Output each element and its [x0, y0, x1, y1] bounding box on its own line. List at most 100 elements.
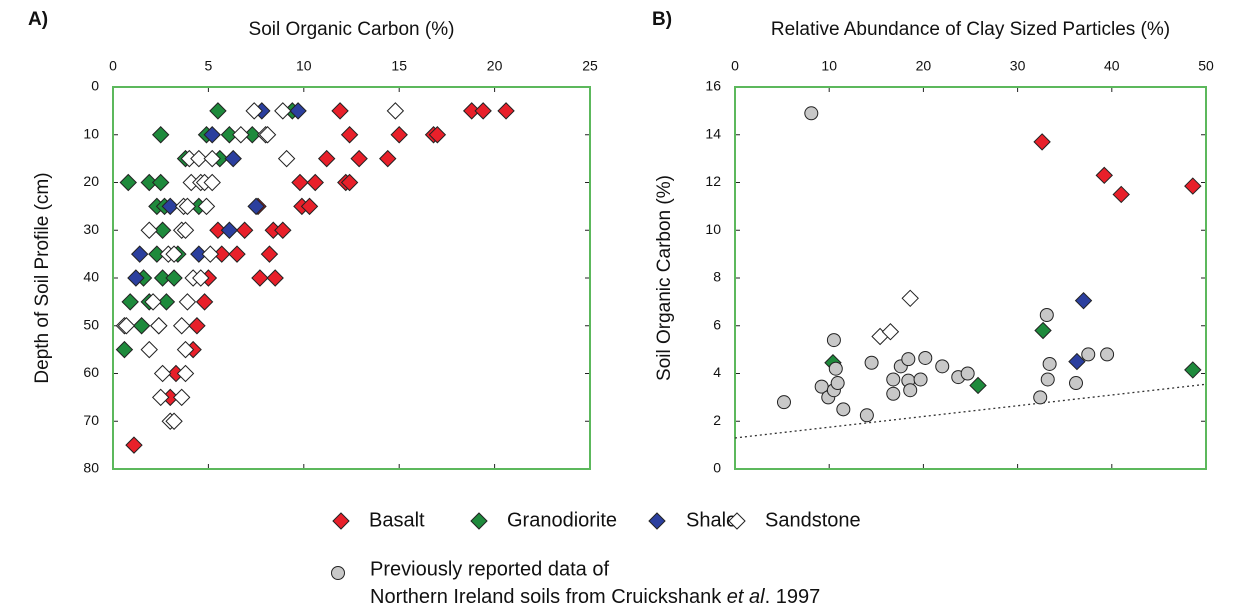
- point: [260, 245, 279, 263]
- point: [247, 197, 265, 216]
- point: [1033, 390, 1048, 405]
- point: [886, 386, 901, 401]
- y-tick-label: 6: [713, 316, 721, 332]
- point: [935, 359, 950, 374]
- point: [190, 149, 208, 168]
- point: [901, 352, 916, 367]
- point: [274, 102, 292, 120]
- point: [190, 245, 208, 263]
- legend-marker: [470, 512, 488, 530]
- point: [886, 372, 901, 387]
- point: [828, 361, 843, 376]
- y-tick-label: 2: [713, 412, 721, 428]
- point: [115, 340, 134, 359]
- point: [1095, 166, 1113, 185]
- point: [127, 269, 145, 287]
- x-tick-label: 0: [731, 58, 739, 74]
- y-tick-label: 16: [705, 78, 721, 94]
- point: [125, 436, 143, 454]
- legend-marker: [728, 512, 746, 530]
- point: [497, 102, 515, 120]
- y-tick-label: 70: [83, 412, 99, 428]
- point: [266, 269, 284, 287]
- point: [918, 350, 933, 365]
- point: [289, 102, 307, 120]
- y-tick-label: 60: [83, 364, 99, 380]
- point: [220, 221, 239, 239]
- point: [826, 333, 841, 348]
- point: [119, 173, 137, 192]
- y-tick-label: 10: [83, 125, 99, 141]
- x-tick-label: 10: [296, 58, 312, 74]
- legend-label: Granodiorite: [507, 509, 617, 531]
- point: [117, 317, 136, 335]
- point: [153, 221, 172, 239]
- y-tick-label: 10: [705, 221, 721, 237]
- legend-label: Shale: [686, 509, 737, 531]
- x-tick-label: 30: [1010, 58, 1026, 74]
- point: [901, 289, 919, 308]
- y-tick-label: 8: [713, 269, 721, 285]
- point: [1184, 361, 1202, 379]
- y-axis-label: Depth of Soil Profile (cm): [32, 172, 53, 383]
- point: [228, 245, 246, 263]
- y-tick-label: 80: [83, 460, 99, 476]
- point: [203, 149, 221, 168]
- point: [151, 126, 170, 144]
- y-tick-label: 50: [83, 316, 99, 332]
- point: [144, 293, 162, 311]
- y-tick-label: 0: [91, 78, 99, 94]
- y-axis-label: Soil Organic Carbon (%): [654, 175, 675, 381]
- point: [291, 173, 309, 192]
- point: [903, 383, 918, 398]
- x-tick-label: 20: [916, 58, 932, 74]
- point: [165, 269, 183, 287]
- point: [140, 221, 158, 239]
- y-tick-label: 30: [83, 221, 99, 237]
- point: [148, 245, 166, 263]
- point: [153, 364, 172, 383]
- point: [864, 355, 879, 370]
- point: [428, 126, 447, 144]
- point: [306, 173, 324, 192]
- point: [836, 402, 851, 417]
- point: [243, 126, 261, 144]
- point: [197, 197, 216, 216]
- y-tick-label: 20: [83, 173, 99, 189]
- point: [960, 366, 975, 381]
- point: [235, 221, 254, 239]
- point: [251, 269, 269, 287]
- point: [245, 102, 263, 120]
- point: [176, 364, 195, 383]
- point: [1039, 308, 1054, 323]
- panel-label: A): [28, 9, 48, 30]
- point: [224, 149, 242, 168]
- point: [165, 245, 183, 263]
- x-tick-label: 20: [487, 58, 503, 74]
- point: [209, 221, 227, 239]
- x-tick-label: 5: [205, 58, 213, 74]
- y-tick-label: 40: [83, 269, 99, 285]
- point: [220, 126, 239, 144]
- point: [188, 317, 206, 335]
- point: [178, 293, 197, 311]
- point: [157, 293, 176, 311]
- x-axis-label: Soil Organic Carbon (%): [249, 19, 455, 40]
- point: [172, 317, 191, 335]
- point: [390, 126, 408, 144]
- point: [213, 245, 231, 263]
- point: [201, 245, 220, 263]
- point: [804, 106, 819, 121]
- point: [203, 126, 221, 144]
- point: [151, 173, 170, 192]
- point: [151, 388, 170, 407]
- point: [317, 149, 336, 168]
- point: [1081, 347, 1096, 362]
- point: [274, 221, 292, 239]
- point: [1100, 347, 1115, 362]
- point: [140, 340, 158, 359]
- point: [132, 317, 151, 335]
- y-tick-label: 14: [705, 125, 721, 141]
- point: [1042, 356, 1057, 371]
